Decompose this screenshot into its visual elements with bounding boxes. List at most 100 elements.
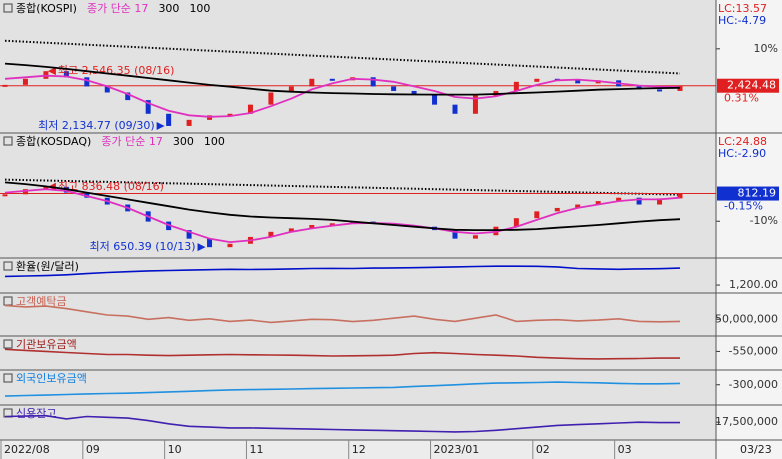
candle [616,197,622,202]
candle [452,104,458,114]
series-line [4,62,681,96]
candle [575,80,581,84]
last-price-box [717,78,779,93]
candle [472,95,478,114]
candle [513,81,519,91]
low-arrow [156,121,165,130]
panel-icon [3,373,13,383]
panel-title: 종합(KOSPI) [16,2,77,15]
candle [329,78,335,81]
series-line [4,188,681,244]
y-tick-label: 17,500,000 [715,415,778,428]
series-line [4,304,681,324]
series-line [4,181,681,231]
candle [2,84,8,87]
x-tick-label: 12 [352,443,366,456]
y-tick-label: 10% [754,42,778,55]
candle [288,86,294,93]
candle [63,71,69,78]
panel-title: 고객예탁금 [16,295,67,308]
candle [207,238,213,248]
x-tick-label: 2022/08 [4,443,50,456]
y-tick-label: 1,200.00 [729,278,778,291]
candle [534,78,540,82]
candle [472,235,478,239]
trendline [4,39,681,75]
last-price-label: 812.19 [738,187,777,200]
low-label: 최저 650.39 (10/13) [90,240,196,253]
ma-label: 100 [204,135,225,148]
high-label: 최고 836.48 (08/16) [58,180,164,193]
candle [125,92,131,101]
x-tick-label: 03 [618,443,632,456]
trendline [4,178,681,196]
candle [43,186,49,190]
candle [370,77,376,87]
change-label: -0.15% [724,200,763,213]
candle [186,119,192,126]
x-tick-label: 09 [86,443,100,456]
y-tick-label: -300,000 [729,378,778,391]
panel-title: 환율(원/달러) [16,260,79,273]
candle [288,228,294,232]
candle [329,223,335,226]
series-line [4,414,680,433]
candle [636,197,642,205]
candle [84,77,90,87]
y-tick-label: -10% [750,214,778,227]
candle [432,94,438,105]
candle [657,198,663,205]
panel-title: 종합(KOSDAQ) [16,135,91,148]
x-tick-label: 02 [536,443,550,456]
candle [309,78,315,87]
candle [575,204,581,208]
panel-icon [3,261,13,271]
candle [166,113,172,126]
high-label: 최고 2,546.35 (08/16) [58,64,175,77]
series-line [4,348,680,360]
candle [268,231,274,237]
lc-label: LC:24.88 [718,135,767,148]
candle [534,211,540,219]
change-label: 0.31% [724,92,759,105]
candle [268,92,274,105]
candle [145,100,151,114]
candle [677,193,683,199]
series-line [4,74,681,118]
last-date-label: 03/23 [740,443,772,456]
candle [411,90,417,95]
candle [554,207,560,212]
x-tick-label: 10 [168,443,182,456]
axis-background [716,0,782,459]
x-tick-label: 2023/01 [434,443,480,456]
hc-label: HC:-4.79 [718,14,766,27]
candle [104,86,110,93]
panel-icon [3,3,13,13]
candle [227,113,233,116]
low-arrow [197,243,206,252]
panel-title: 신용잔고 [16,407,56,420]
panel-title: 기관보유금액 [16,338,77,351]
candle [452,230,458,239]
last-price-box [717,186,779,201]
low-label: 최저 2,134.77 (09/30) [38,119,155,132]
y-tick-label: -550,000 [729,344,778,357]
ma-label: 100 [189,2,210,15]
x-tick-label: 11 [249,443,263,456]
high-arrow [47,67,56,76]
lc-label: LC:13.57 [718,2,767,15]
y-tick-label: 50,000,000 [715,312,778,325]
series-line [4,381,681,397]
series-line [4,265,681,278]
candle [247,104,253,114]
ma-label: 종가 단순 17 [87,2,148,15]
candle [513,218,519,227]
candle [309,225,315,229]
panel-icon [3,136,13,146]
candle [186,230,192,239]
panel-icon [3,339,13,349]
candle [2,194,8,197]
x-axis-background [0,440,716,459]
candle [391,86,397,91]
